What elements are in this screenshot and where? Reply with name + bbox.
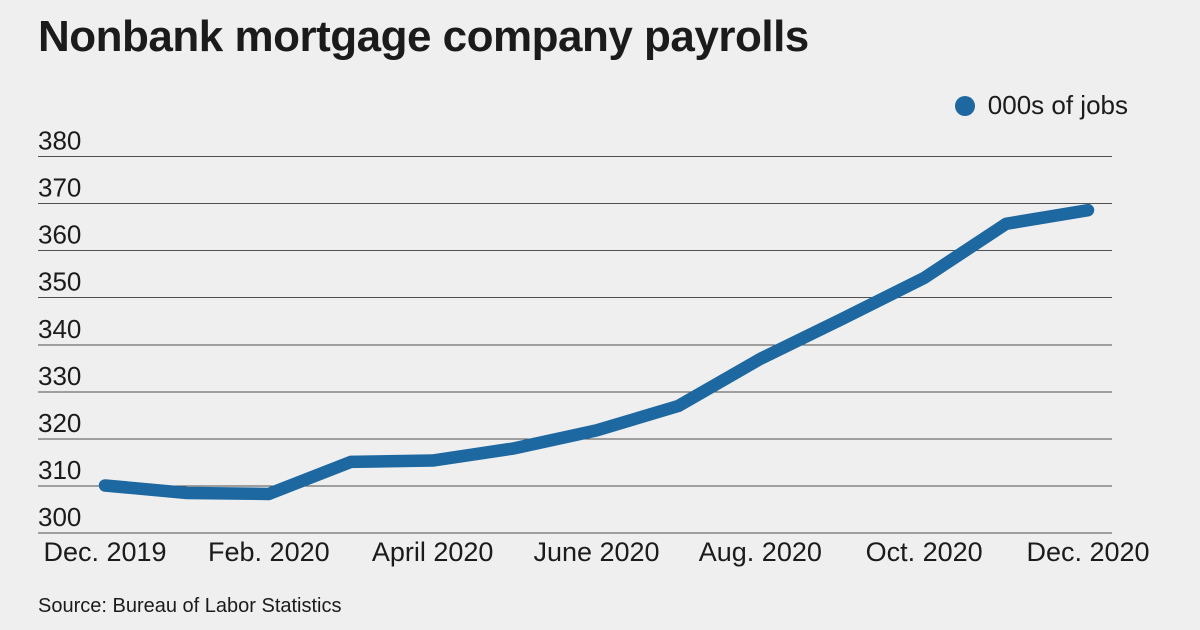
x-tick-label: Feb. 2020: [208, 537, 330, 567]
y-tick-label: 330: [38, 361, 81, 391]
y-tick-label: 370: [38, 173, 81, 203]
y-tick-label: 300: [38, 502, 81, 532]
x-tick-label: April 2020: [372, 537, 494, 567]
legend: 000s of jobs: [954, 90, 1128, 121]
y-tick-label: 360: [38, 220, 81, 250]
legend-label: 000s of jobs: [987, 90, 1128, 120]
x-tick-label: Dec. 2020: [1026, 537, 1149, 567]
y-tick-label: 340: [38, 314, 81, 344]
payrolls-series-line: [98, 203, 1095, 501]
x-tick-label: June 2020: [533, 537, 659, 567]
y-tick-label: 350: [38, 267, 81, 297]
x-tick-label: Aug. 2020: [699, 537, 822, 567]
y-tick-label: 310: [38, 455, 81, 485]
y-tick-label: 320: [38, 408, 81, 438]
x-tick-label: Oct. 2020: [866, 537, 983, 567]
chart-title: Nonbank mortgage company payrolls: [38, 12, 809, 61]
x-tick-label: Dec. 2019: [43, 537, 166, 567]
y-tick-label: 380: [38, 126, 81, 156]
source-note: Source: Bureau of Labor Statistics: [38, 595, 342, 617]
legend-dot-icon: [954, 95, 975, 116]
